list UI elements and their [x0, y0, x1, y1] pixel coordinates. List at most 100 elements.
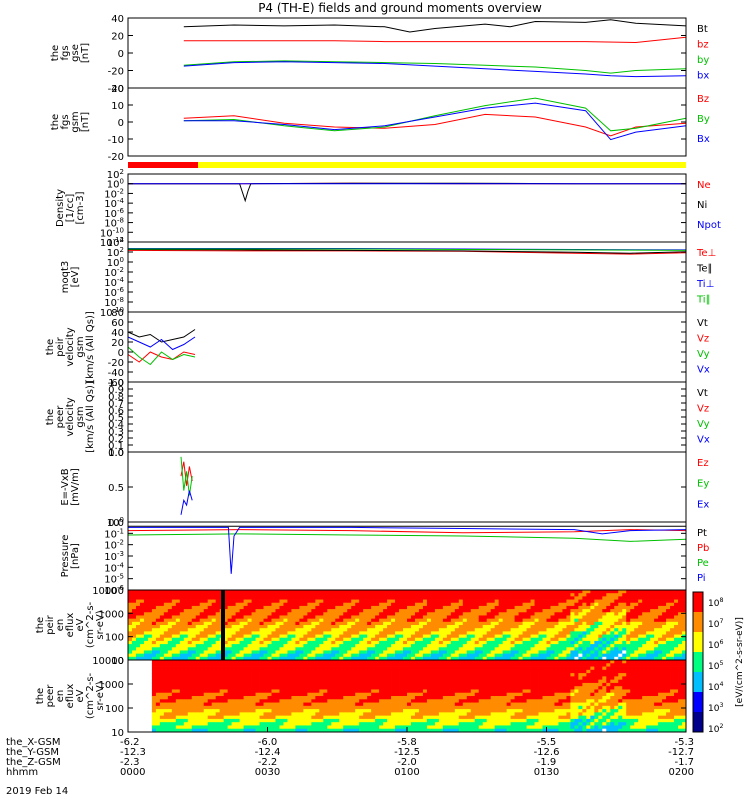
heatmap-cell	[499, 593, 503, 597]
heatmap-cell	[156, 667, 160, 671]
heatmap-cell	[168, 625, 172, 629]
heatmap-cell	[550, 612, 554, 616]
heatmap-cell	[355, 650, 359, 654]
heatmap-cell	[467, 622, 471, 626]
heatmap-cell	[287, 644, 291, 648]
heatmap-cell	[279, 712, 283, 716]
heatmap-cell	[287, 619, 291, 623]
heatmap-cell	[590, 644, 594, 648]
heatmap-cell	[240, 596, 244, 600]
heatmap-cell	[271, 596, 275, 600]
heatmap-cell	[256, 725, 260, 729]
heatmap-cell	[256, 635, 260, 639]
heatmap-cell	[562, 641, 566, 645]
heatmap-cell	[598, 635, 602, 639]
heatmap-cell	[674, 619, 678, 623]
heatmap-cell	[148, 622, 152, 626]
heatmap-cell	[224, 696, 228, 700]
heatmap-cell	[307, 619, 311, 623]
heatmap-cell	[590, 603, 594, 607]
heatmap-cell	[670, 590, 674, 594]
heatmap-cell	[367, 670, 371, 674]
heatmap-cell	[455, 631, 459, 635]
heatmap-cell	[467, 654, 471, 658]
heatmap-cell	[503, 603, 507, 607]
heatmap-cell	[128, 593, 132, 597]
series-Bz	[184, 114, 686, 135]
heatmap-cell	[268, 706, 272, 710]
heatmap-cell	[204, 615, 208, 619]
heatmap-cell	[264, 676, 268, 680]
heatmap-cell	[614, 622, 618, 626]
heatmap-cell	[164, 725, 168, 729]
heatmap-cell	[208, 615, 212, 619]
heatmap-cell	[192, 590, 196, 594]
heatmap-cell	[471, 631, 475, 635]
heatmap-cell	[419, 635, 423, 639]
heatmap-cell	[543, 625, 547, 629]
heatmap-cell	[375, 628, 379, 632]
heatmap-cell	[279, 680, 283, 684]
heatmap-cell	[646, 625, 650, 629]
heatmap-cell	[375, 654, 379, 658]
heatmap-cell	[383, 596, 387, 600]
heatmap-cell	[160, 603, 164, 607]
heatmap-cell	[367, 654, 371, 658]
heatmap-cell	[539, 625, 543, 629]
heatmap-cell	[475, 638, 479, 642]
heatmap-cell	[670, 606, 674, 610]
heatmap-cell	[578, 628, 582, 632]
heatmap-cell	[168, 596, 172, 600]
heatmap-cell	[287, 615, 291, 619]
heatmap-cell	[335, 641, 339, 645]
heatmap-cell	[351, 625, 355, 629]
heatmap-cell	[271, 625, 275, 629]
heatmap-cell	[447, 609, 451, 613]
heatmap-cell	[140, 703, 144, 707]
heatmap-cell	[196, 716, 200, 720]
panel-8: 10010-110-210-310-410-510-6Pressure[nPa]…	[60, 516, 709, 597]
heatmap-cell	[363, 615, 367, 619]
heatmap-cell	[523, 647, 527, 651]
heatmap-cell	[291, 722, 295, 726]
heatmap-cell	[582, 638, 586, 642]
heatmap-cell	[188, 712, 192, 716]
heatmap-cell	[355, 638, 359, 642]
heatmap-cell	[347, 676, 351, 680]
heatmap-cell	[311, 722, 315, 726]
heatmap-cell	[618, 654, 622, 658]
heatmap-cell	[136, 644, 140, 648]
heatmap-cell	[176, 709, 180, 713]
heatmap-cell	[371, 667, 375, 671]
heatmap-cell	[371, 603, 375, 607]
heatmap-cell	[295, 703, 299, 707]
heatmap-cell	[678, 654, 682, 658]
heatmap-cell	[415, 622, 419, 626]
heatmap-cell	[383, 686, 387, 690]
heatmap-cell	[164, 606, 168, 610]
heatmap-cell	[355, 712, 359, 716]
heatmap-cell	[140, 660, 144, 664]
heatmap-cell	[327, 590, 331, 594]
heatmap-cell	[359, 644, 363, 648]
heatmap-cell	[311, 696, 315, 700]
heatmap-cell	[654, 593, 658, 597]
heatmap-cell	[228, 596, 232, 600]
heatmap-cell	[232, 631, 236, 635]
heatmap-cell	[196, 650, 200, 654]
heatmap-cell	[359, 612, 363, 616]
heatmap-cell	[678, 650, 682, 654]
heatmap-cell	[511, 596, 515, 600]
heatmap-cell	[594, 606, 598, 610]
heatmap-cell	[335, 709, 339, 713]
heatmap-cell	[232, 660, 236, 664]
heatmap-cell	[299, 631, 303, 635]
heatmap-cell	[180, 712, 184, 716]
heatmap-cell	[343, 689, 347, 693]
heatmap-cell	[256, 596, 260, 600]
heatmap-cell	[252, 647, 256, 651]
heatmap-cell	[299, 650, 303, 654]
heatmap-cell	[204, 719, 208, 723]
heatmap-cell	[232, 638, 236, 642]
heatmap-cell	[200, 663, 204, 667]
